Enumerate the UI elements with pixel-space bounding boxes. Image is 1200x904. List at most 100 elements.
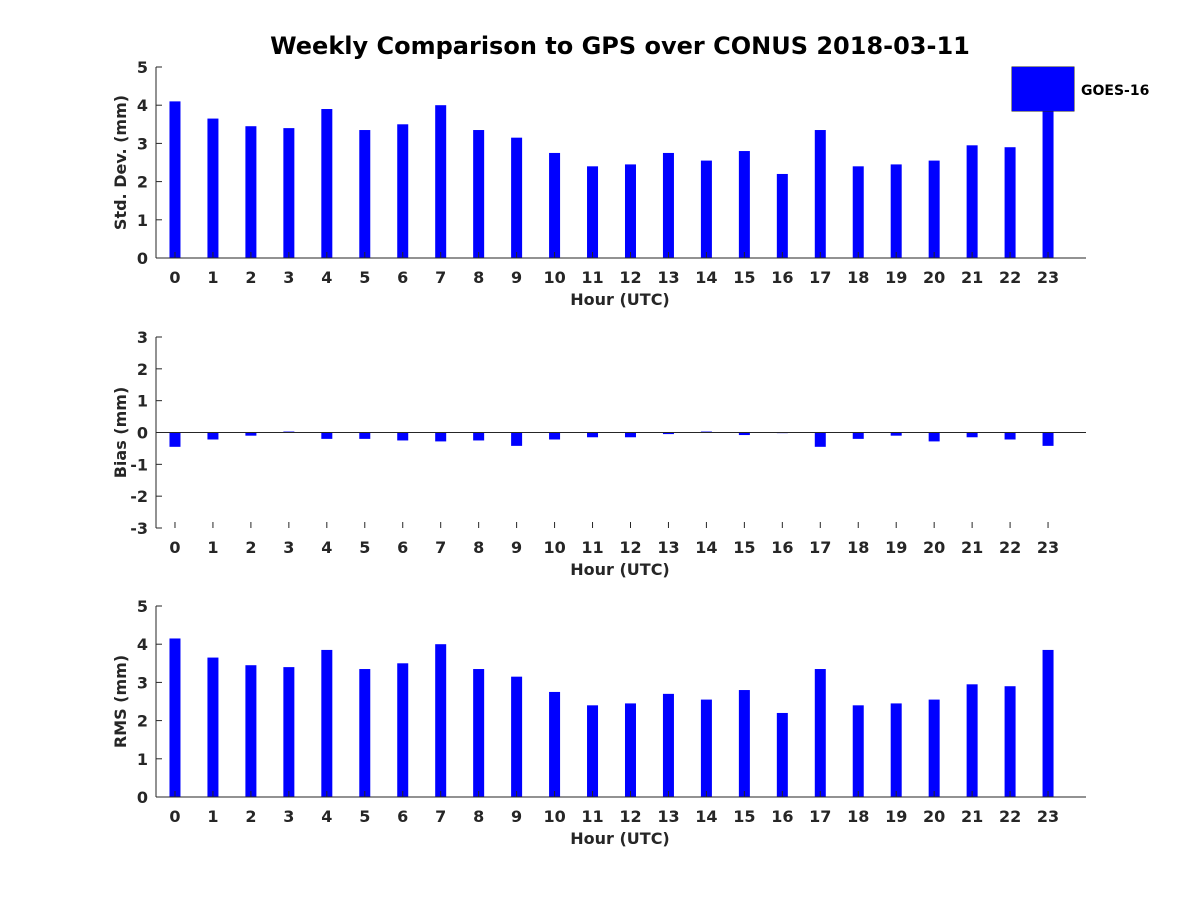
bar-hour-17 xyxy=(814,130,826,258)
chart-legend: GOES-16 xyxy=(1011,66,1149,112)
bar-hour-12 xyxy=(624,164,636,258)
x-axis-label: Hour (UTC) xyxy=(570,560,670,579)
bar-hour-3 xyxy=(283,667,295,797)
x-tick-label: 21 xyxy=(961,268,983,287)
x-tick-label: 16 xyxy=(771,807,793,826)
y-tick-label: -2 xyxy=(130,487,148,506)
y-tick-label: 1 xyxy=(137,211,148,230)
x-tick-label: 9 xyxy=(511,807,522,826)
bar-hour-11 xyxy=(587,166,599,258)
bar-hour-13 xyxy=(662,152,674,258)
x-axis-label: Hour (UTC) xyxy=(570,829,670,848)
x-tick-label: 21 xyxy=(961,538,983,557)
x-tick-label: 18 xyxy=(847,268,869,287)
x-tick-label: 19 xyxy=(885,538,907,557)
x-tick-label: 6 xyxy=(397,807,408,826)
x-tick-label: 10 xyxy=(543,268,565,287)
x-tick-label: 4 xyxy=(321,538,332,557)
bar-hour-7 xyxy=(435,105,447,258)
x-axis-label: Hour (UTC) xyxy=(570,290,670,309)
bar-hour-21 xyxy=(966,684,978,797)
y-tick-label: 0 xyxy=(137,788,148,807)
x-tick-label: 5 xyxy=(359,538,370,557)
bar-hour-6 xyxy=(397,432,409,441)
y-tick-label: -1 xyxy=(130,455,148,474)
legend-swatch xyxy=(1012,67,1074,111)
bar-hour-10 xyxy=(549,152,561,258)
x-tick-label: 1 xyxy=(207,538,218,557)
x-tick-label: 11 xyxy=(581,538,603,557)
bar-hour-19 xyxy=(890,164,902,258)
x-tick-label: 1 xyxy=(207,268,218,287)
bar-hour-22 xyxy=(1004,147,1016,258)
x-tick-label: 12 xyxy=(619,268,641,287)
x-tick-label: 23 xyxy=(1037,538,1059,557)
x-tick-label: 7 xyxy=(435,268,446,287)
x-tick-label: 2 xyxy=(245,538,256,557)
x-tick-label: 7 xyxy=(435,538,446,557)
bar-hour-23 xyxy=(1042,432,1054,446)
y-tick-label: -3 xyxy=(130,519,148,538)
bar-hour-20 xyxy=(928,699,940,797)
bar-hour-4 xyxy=(321,432,333,439)
x-tick-label: 0 xyxy=(169,538,180,557)
y-tick-label: 2 xyxy=(137,173,148,192)
bar-hour-19 xyxy=(890,703,902,797)
y-tick-label: 0 xyxy=(137,424,148,443)
y-tick-label: 5 xyxy=(137,58,148,77)
x-tick-label: 14 xyxy=(695,807,717,826)
x-tick-label: 16 xyxy=(771,538,793,557)
bar-hour-5 xyxy=(359,669,371,797)
bar-hour-4 xyxy=(321,109,333,259)
bar-hour-15 xyxy=(738,432,750,436)
x-tick-label: 0 xyxy=(169,268,180,287)
x-tick-label: 15 xyxy=(733,807,755,826)
bar-hour-12 xyxy=(624,432,636,438)
x-tick-label: 9 xyxy=(511,268,522,287)
x-tick-label: 11 xyxy=(581,807,603,826)
x-tick-label: 12 xyxy=(619,538,641,557)
bar-hour-21 xyxy=(966,145,978,258)
x-tick-label: 16 xyxy=(771,268,793,287)
x-tick-label: 21 xyxy=(961,807,983,826)
x-tick-label: 4 xyxy=(321,807,332,826)
x-tick-label: 1 xyxy=(207,807,218,826)
x-tick-label: 8 xyxy=(473,268,484,287)
legend-label: GOES-16 xyxy=(1081,83,1149,99)
x-tick-label: 20 xyxy=(923,268,945,287)
y-tick-label: 2 xyxy=(137,360,148,379)
x-tick-label: 23 xyxy=(1037,268,1059,287)
y-axis-label: Std. Dev. (mm) xyxy=(111,95,130,230)
bar-hour-20 xyxy=(928,160,940,258)
x-tick-label: 17 xyxy=(809,807,831,826)
x-tick-label: 13 xyxy=(657,807,679,826)
bar-hour-1 xyxy=(207,432,219,440)
x-tick-label: 6 xyxy=(397,538,408,557)
bar-hour-2 xyxy=(245,126,257,259)
y-tick-label: 4 xyxy=(137,96,148,115)
bar-hour-2 xyxy=(245,665,257,797)
x-tick-label: 7 xyxy=(435,807,446,826)
bar-hour-22 xyxy=(1004,686,1016,797)
x-tick-label: 3 xyxy=(283,538,294,557)
x-tick-label: 18 xyxy=(847,538,869,557)
x-tick-label: 10 xyxy=(543,807,565,826)
bar-hour-11 xyxy=(587,432,599,438)
bar-hour-17 xyxy=(814,432,826,447)
x-tick-label: 18 xyxy=(847,807,869,826)
bar-hour-9 xyxy=(511,432,523,446)
x-tick-label: 22 xyxy=(999,268,1021,287)
x-tick-label: 10 xyxy=(543,538,565,557)
bar-hour-18 xyxy=(852,432,864,439)
x-tick-label: 15 xyxy=(733,538,755,557)
y-axis-label: Bias (mm) xyxy=(111,387,130,479)
bar-hour-8 xyxy=(473,432,485,441)
y-tick-label: 1 xyxy=(137,392,148,411)
bar-hour-10 xyxy=(549,691,561,797)
bar-hour-13 xyxy=(662,693,674,797)
x-tick-label: 11 xyxy=(581,268,603,287)
